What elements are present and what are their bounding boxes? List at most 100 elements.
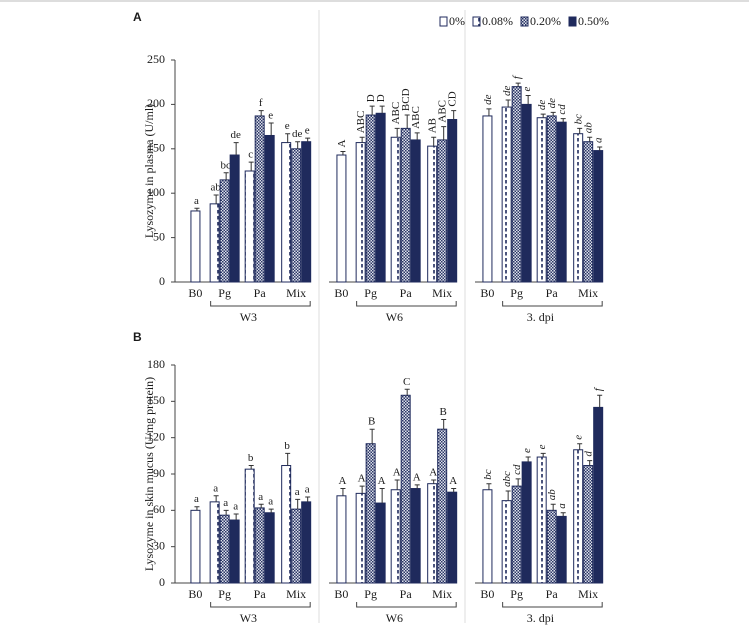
significance-letter: a: [305, 484, 310, 496]
error-bar: [223, 509, 229, 516]
error-bar: [213, 194, 219, 204]
error-bar: [340, 488, 346, 496]
significance-letter: cd: [511, 464, 523, 475]
significance-letter: A: [449, 475, 457, 487]
error-bar: [540, 452, 546, 458]
significance-letter: e: [305, 125, 310, 137]
significance-letter: a: [258, 491, 263, 503]
bar: [437, 139, 448, 283]
bar: [291, 148, 302, 283]
bar: [536, 456, 547, 584]
legend-swatch: [472, 16, 481, 27]
bar: [281, 465, 292, 584]
bar: [482, 489, 493, 584]
x-tick-label: Pa: [400, 286, 413, 300]
x-tick-label: Pg: [218, 587, 231, 601]
error-bar: [587, 136, 593, 142]
bar: [336, 495, 347, 584]
error-bar: [394, 127, 400, 138]
error-bar: [587, 460, 593, 466]
significance-letter: D: [365, 94, 377, 102]
error-bar: [295, 498, 301, 510]
significance-letter: A: [338, 475, 346, 487]
significance-letter: A: [393, 467, 401, 479]
group-label: 3. dpi: [527, 611, 555, 625]
group-bracket: [356, 301, 457, 307]
legend-swatch: [520, 16, 529, 27]
y-tick-label: 0: [159, 274, 165, 288]
error-bar: [431, 136, 437, 147]
y-tick-label: 150: [147, 141, 165, 155]
error-bar: [233, 142, 239, 156]
error-bar: [305, 496, 311, 502]
error-bar: [515, 478, 521, 487]
significance-letter: A: [358, 473, 366, 485]
error-bar: [550, 503, 556, 511]
x-tick-label: Pa: [546, 587, 559, 601]
x-tick-label: Mix: [432, 286, 452, 300]
bar: [501, 106, 512, 283]
bar: [301, 501, 312, 584]
significance-letter: ab: [583, 122, 595, 134]
bar: [264, 134, 275, 283]
bar: [375, 112, 386, 283]
y-tick-label: 60: [153, 502, 165, 516]
significance-letter: ab: [210, 182, 221, 194]
bar: [427, 145, 438, 283]
significance-letter: a: [194, 195, 199, 207]
error-bar: [268, 122, 274, 136]
significance-letter: BCD: [400, 88, 412, 111]
bar: [583, 141, 594, 283]
error-bar: [577, 127, 583, 134]
significance-letter: a: [213, 482, 218, 494]
group-bracket: [502, 602, 603, 608]
significance-letter: ABC: [437, 100, 449, 123]
x-tick-label: Pa: [546, 286, 559, 300]
error-bar: [223, 172, 229, 180]
bar: [219, 514, 230, 584]
significance-letter: A: [378, 475, 386, 487]
x-tick-label: Pg: [364, 286, 377, 300]
error-bar: [248, 465, 254, 470]
significance-letter: b: [284, 440, 290, 452]
error-bar: [194, 506, 200, 511]
significance-letter: a: [593, 137, 605, 143]
bar: [593, 150, 604, 283]
bar: [229, 519, 240, 584]
error-bar: [194, 207, 200, 211]
bar: [390, 489, 401, 584]
significance-letter: a: [223, 497, 228, 509]
bar: [254, 507, 265, 584]
significance-letter: e: [521, 87, 533, 92]
x-tick-label: Mix: [578, 587, 598, 601]
significance-letter: ABC: [390, 102, 402, 125]
significance-letter: B: [368, 416, 375, 428]
significance-letter: C: [403, 376, 410, 388]
y-tick-label: 200: [147, 96, 165, 110]
group-label: W3: [240, 310, 257, 324]
error-bar: [404, 388, 410, 396]
significance-letter: D: [375, 94, 387, 102]
significance-letter: ABC: [410, 106, 422, 129]
bar: [291, 508, 302, 584]
bar: [219, 179, 230, 283]
significance-letter: d: [583, 451, 595, 457]
x-tick-label: Mix: [432, 587, 452, 601]
bar: [583, 465, 594, 584]
error-bar: [268, 508, 274, 513]
y-tick-label: 120: [147, 429, 165, 443]
group-bracket: [356, 602, 457, 608]
y-tick-label: 100: [147, 185, 165, 199]
error-bar: [285, 452, 291, 466]
bar: [365, 443, 376, 584]
significance-letter: ABC: [355, 111, 367, 134]
y-tick-label: 180: [147, 357, 165, 371]
error-bar: [441, 419, 447, 430]
error-bar: [233, 513, 239, 521]
significance-letter: a: [556, 503, 568, 509]
error-bar: [340, 150, 346, 156]
bar: [410, 139, 421, 283]
error-bar: [359, 485, 365, 494]
error-bar: [258, 110, 264, 116]
